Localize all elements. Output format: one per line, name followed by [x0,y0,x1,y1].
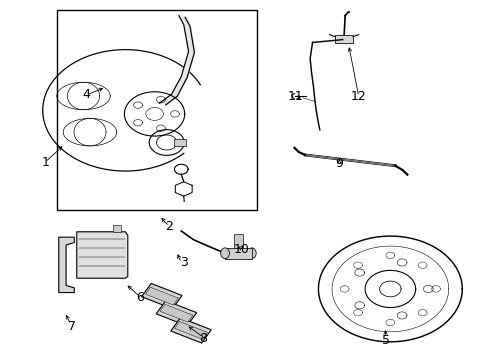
Bar [224,248,251,258]
Text: 7: 7 [68,320,76,333]
Text: 4: 4 [82,88,90,101]
Ellipse shape [220,248,229,258]
Polygon shape [77,232,127,278]
Text: 3: 3 [180,256,187,269]
Text: 8: 8 [199,333,207,346]
Bar [335,35,352,43]
Bar [57,10,256,210]
Text: 6: 6 [136,291,143,305]
Polygon shape [170,318,211,343]
Ellipse shape [247,248,256,258]
Bar [113,225,120,232]
Polygon shape [142,283,182,309]
Polygon shape [59,237,74,293]
Polygon shape [174,321,207,339]
Text: 11: 11 [287,90,303,103]
Polygon shape [160,304,192,322]
Text: 5: 5 [381,334,389,347]
Bar [233,234,242,248]
Text: 9: 9 [335,157,343,170]
Text: 2: 2 [165,220,173,233]
Bar [174,139,186,146]
Text: 1: 1 [41,156,49,168]
Text: 12: 12 [350,90,366,103]
Polygon shape [156,301,196,326]
Text: 10: 10 [234,243,249,256]
Polygon shape [145,287,178,305]
